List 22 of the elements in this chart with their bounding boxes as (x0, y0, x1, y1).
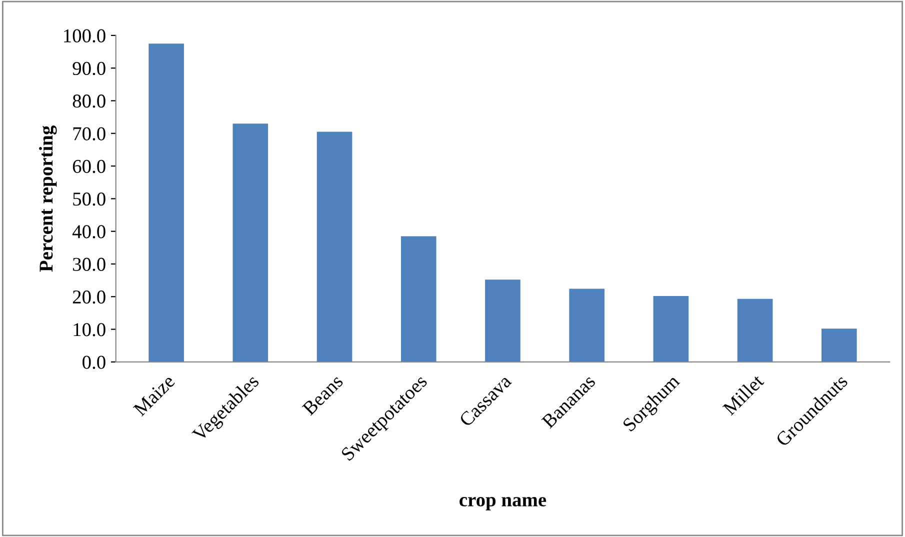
bar (653, 296, 689, 362)
y-tick-label: 10.0 (74, 323, 106, 336)
y-tick-label: 40.0 (72, 225, 106, 238)
y-axis-title: Percent reporting (39, 126, 57, 272)
x-axis-title: crop name (460, 497, 546, 510)
bar (148, 44, 184, 362)
bar (400, 236, 436, 362)
y-tick-label: 20.0 (72, 290, 106, 304)
y-tick-label: 30.0 (73, 258, 106, 272)
bar (737, 298, 773, 362)
y-tick-label: 70.0 (73, 127, 106, 140)
y-tick-label: 80.0 (72, 94, 106, 108)
bar (316, 132, 352, 362)
y-tick-label: 60.0 (72, 160, 106, 174)
bar (485, 280, 520, 362)
y-tick-label: 0.0 (82, 356, 106, 369)
bar (821, 328, 857, 362)
bar (569, 288, 604, 362)
y-tick-label: 50.0 (73, 192, 106, 206)
bar (232, 124, 268, 362)
y-tick-label: 90.0 (72, 62, 106, 76)
y-tick-label: 100.0 (64, 29, 106, 42)
